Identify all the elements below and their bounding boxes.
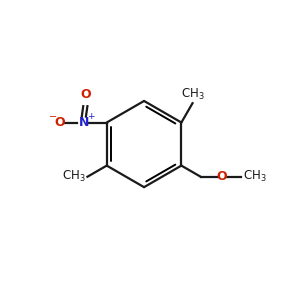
Text: +: + — [88, 112, 95, 121]
Text: N: N — [79, 116, 89, 129]
Text: O: O — [80, 88, 91, 100]
Text: CH$_3$: CH$_3$ — [62, 169, 86, 184]
Text: CH$_3$: CH$_3$ — [243, 169, 267, 184]
Text: −: − — [49, 112, 57, 122]
Text: CH$_3$: CH$_3$ — [181, 87, 204, 102]
Text: O: O — [55, 116, 65, 129]
Text: O: O — [216, 170, 227, 183]
